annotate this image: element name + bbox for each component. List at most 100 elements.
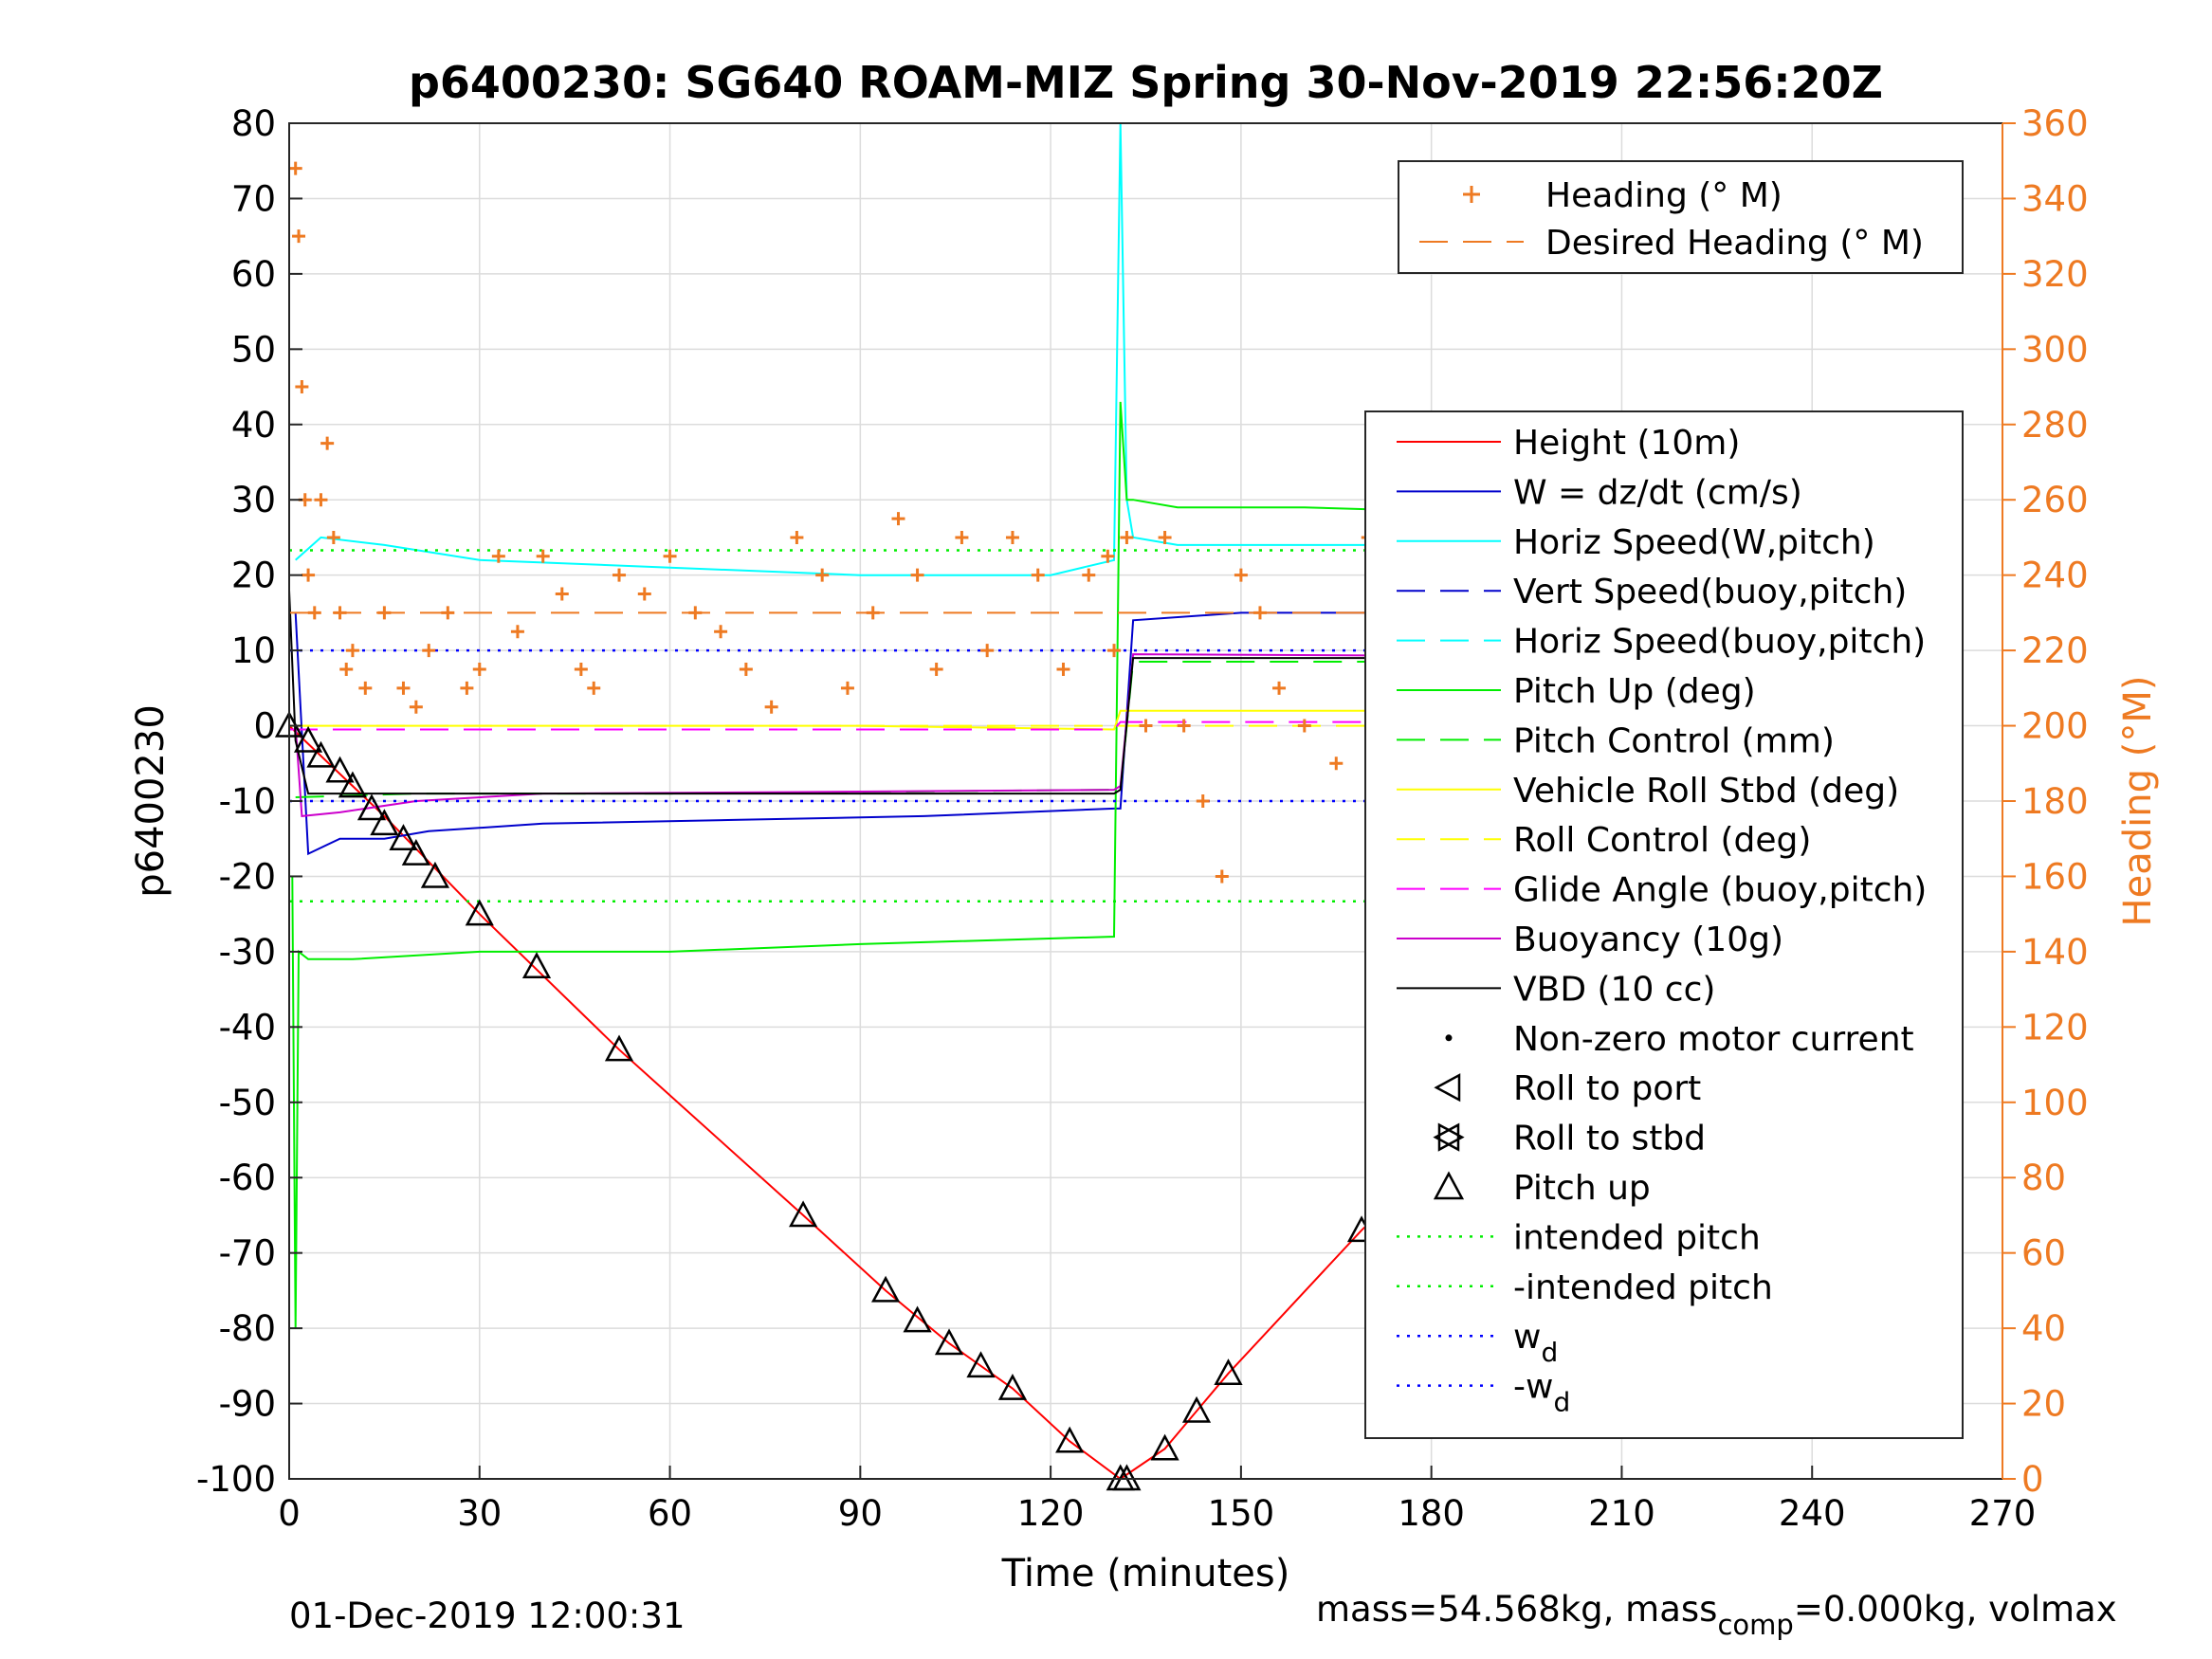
y-axis-right-label: Heading (°M)	[2116, 676, 2160, 927]
x-tick-label: 30	[457, 1493, 502, 1534]
legend-label: intended pitch	[1513, 1218, 1761, 1257]
heading-point	[1215, 869, 1229, 884]
roll-stbd-legend-marker	[1433, 1122, 1465, 1152]
y-tick-label: 80	[231, 103, 276, 144]
legend-label: Pitch up	[1513, 1169, 1651, 1208]
footer-mass: mass=54.568kg, masscomp=0.000kg, volmax	[1316, 1589, 2117, 1641]
pitch-up-marker	[521, 952, 552, 979]
legend-label: Pitch Up (deg)	[1513, 672, 1756, 711]
heading-point	[292, 229, 306, 244]
series-legend-box	[1364, 410, 1964, 1439]
heading-point	[333, 606, 347, 620]
pitch-up-marker	[903, 1305, 932, 1333]
y-right-tick-label: 320	[2021, 254, 2089, 295]
legend-label: -intended pitch	[1513, 1268, 1773, 1307]
y-tick-label: 0	[253, 706, 276, 747]
heading-point	[307, 606, 321, 620]
x-tick-label: 0	[278, 1493, 301, 1534]
mass-text-1: mass=54.568kg, mass	[1316, 1589, 1717, 1630]
heading-point	[409, 700, 423, 714]
heading-point	[790, 530, 804, 544]
y-right-tick-label: 260	[2021, 480, 2089, 520]
legend-label: Horiz Speed(buoy,pitch)	[1513, 623, 1926, 662]
heading-legend-label: Heading (° M)	[1545, 176, 1782, 215]
heading-point	[536, 549, 550, 563]
heading-point	[472, 662, 486, 676]
heading-point	[288, 161, 302, 175]
y-right-tick-label: 220	[2021, 630, 2089, 671]
heading-point	[764, 700, 778, 714]
heading-point	[587, 681, 601, 695]
y-right-tick-label: 340	[2021, 178, 2089, 219]
heading-point	[377, 606, 392, 620]
heading-point	[460, 681, 474, 695]
pitch-up-marker	[420, 861, 450, 888]
heading-point	[714, 625, 728, 639]
y-tick-label: -100	[196, 1459, 276, 1500]
series-legend: Height (10m) W = dz/dt (cm/s) Horiz Speed(…	[1364, 410, 1964, 1439]
x-tick-label: 180	[1398, 1493, 1465, 1534]
y-right-tick-label: 280	[2021, 405, 2089, 446]
legend-label: Horiz Speed(W,pitch)	[1513, 523, 1875, 562]
wd-sub: d	[1541, 1337, 1558, 1368]
y-right-tick-label: 140	[2021, 932, 2089, 973]
legend-label: W = dz/dt (cm/s)	[1513, 473, 1802, 512]
heading-point	[555, 587, 569, 601]
x-tick-label: 120	[1017, 1493, 1085, 1534]
heading-legend-marker	[1463, 186, 1480, 203]
y-tick-label: 10	[231, 630, 276, 671]
legend-label: Vert Speed(buoy,pitch)	[1513, 573, 1907, 611]
y-right-tick-label: 200	[2021, 706, 2089, 747]
legend-label: Glide Angle (buoy,pitch)	[1513, 871, 1927, 910]
y-axis-label: p6400230	[129, 704, 173, 898]
legend-label: VBD (10 cc)	[1513, 970, 1715, 1009]
motor-legend-marker	[1445, 1034, 1453, 1042]
heading-legend-label: Desired Heading (° M)	[1545, 224, 1924, 263]
y-tick-label: -20	[219, 856, 276, 897]
heading-point	[637, 587, 651, 601]
pitch-up-marker	[871, 1275, 901, 1303]
heading-point	[663, 549, 677, 563]
heading-point	[1005, 530, 1019, 544]
pitch-up-marker	[997, 1374, 1028, 1400]
pitch-up-marker	[338, 771, 368, 798]
heading-point	[840, 681, 854, 695]
heading-point	[574, 662, 588, 676]
wd-base: w	[1513, 1318, 1541, 1357]
heading-point	[1031, 568, 1045, 582]
heading-point	[1101, 549, 1115, 563]
x-tick-label: 90	[838, 1493, 883, 1534]
heading-point	[1196, 794, 1210, 808]
heading-point	[302, 568, 316, 582]
y-right-tick-label: 20	[2021, 1384, 2066, 1425]
y-tick-label: 20	[231, 556, 276, 596]
heading-point	[929, 662, 943, 676]
y-right-tick-label: 300	[2021, 329, 2089, 370]
ticks: 0 30 60 90 120 150 180 210 240 270 80 70 60 50 40 30 20 1…	[196, 103, 2089, 1534]
pitch-up-marker	[465, 899, 494, 926]
heading-point	[295, 380, 309, 394]
y-right-tick-label: 180	[2021, 781, 2089, 822]
heading-point	[1056, 662, 1070, 676]
pitch-up-marker	[1181, 1395, 1212, 1423]
pitch-up-marker	[370, 809, 399, 836]
heading-point	[1107, 644, 1122, 658]
legend-label: Roll Control (deg)	[1513, 821, 1811, 860]
pitch-up-marker	[789, 1200, 818, 1228]
heading-point	[1329, 757, 1344, 771]
y-right-tick-label: 40	[2021, 1308, 2066, 1349]
heading-point	[1082, 568, 1096, 582]
heading-point	[339, 662, 354, 676]
pitch-up-marker	[934, 1328, 964, 1356]
y-tick-label: -30	[219, 932, 276, 973]
wd-sub: d	[1553, 1387, 1570, 1418]
heading-point	[612, 568, 627, 582]
heading-point	[320, 436, 335, 450]
legend-label: Vehicle Roll Stbd (deg)	[1513, 772, 1899, 811]
heading-point	[955, 530, 969, 544]
legend-label: Height (10m)	[1513, 424, 1740, 463]
x-tick-label: 210	[1588, 1493, 1655, 1534]
y-tick-label: -50	[219, 1083, 276, 1123]
heading-point	[396, 681, 411, 695]
